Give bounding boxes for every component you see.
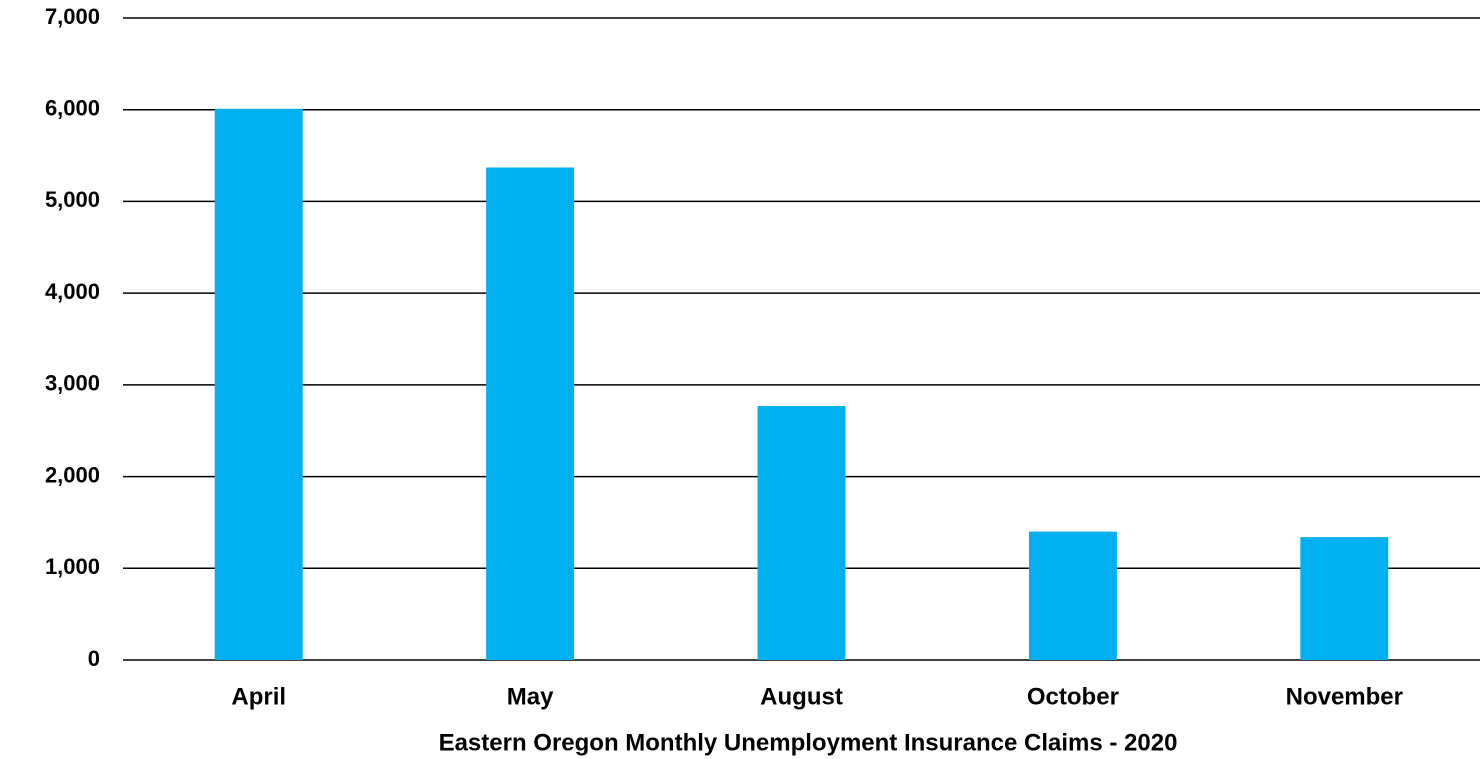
y-tick-label: 1,000 xyxy=(45,554,100,579)
y-tick-label: 0 xyxy=(88,646,100,671)
y-tick-label: 2,000 xyxy=(45,462,100,487)
y-tick-label: 5,000 xyxy=(45,187,100,212)
chart-title: Eastern Oregon Monthly Unemployment Insu… xyxy=(439,729,1178,756)
y-tick-label: 4,000 xyxy=(45,279,100,304)
y-tick-label: 3,000 xyxy=(45,371,100,396)
bar xyxy=(486,167,575,660)
y-tick-label: 6,000 xyxy=(45,96,100,121)
bar xyxy=(214,108,303,661)
bar xyxy=(1300,537,1389,660)
x-tick-label: May xyxy=(507,683,554,710)
x-tick-label: October xyxy=(1027,683,1119,710)
x-tick-label: April xyxy=(231,683,286,710)
y-tick-label: 7,000 xyxy=(45,4,100,29)
x-tick-label: November xyxy=(1286,683,1403,710)
bar xyxy=(1028,531,1117,660)
x-tick-label: August xyxy=(760,683,843,710)
bar xyxy=(757,405,846,660)
